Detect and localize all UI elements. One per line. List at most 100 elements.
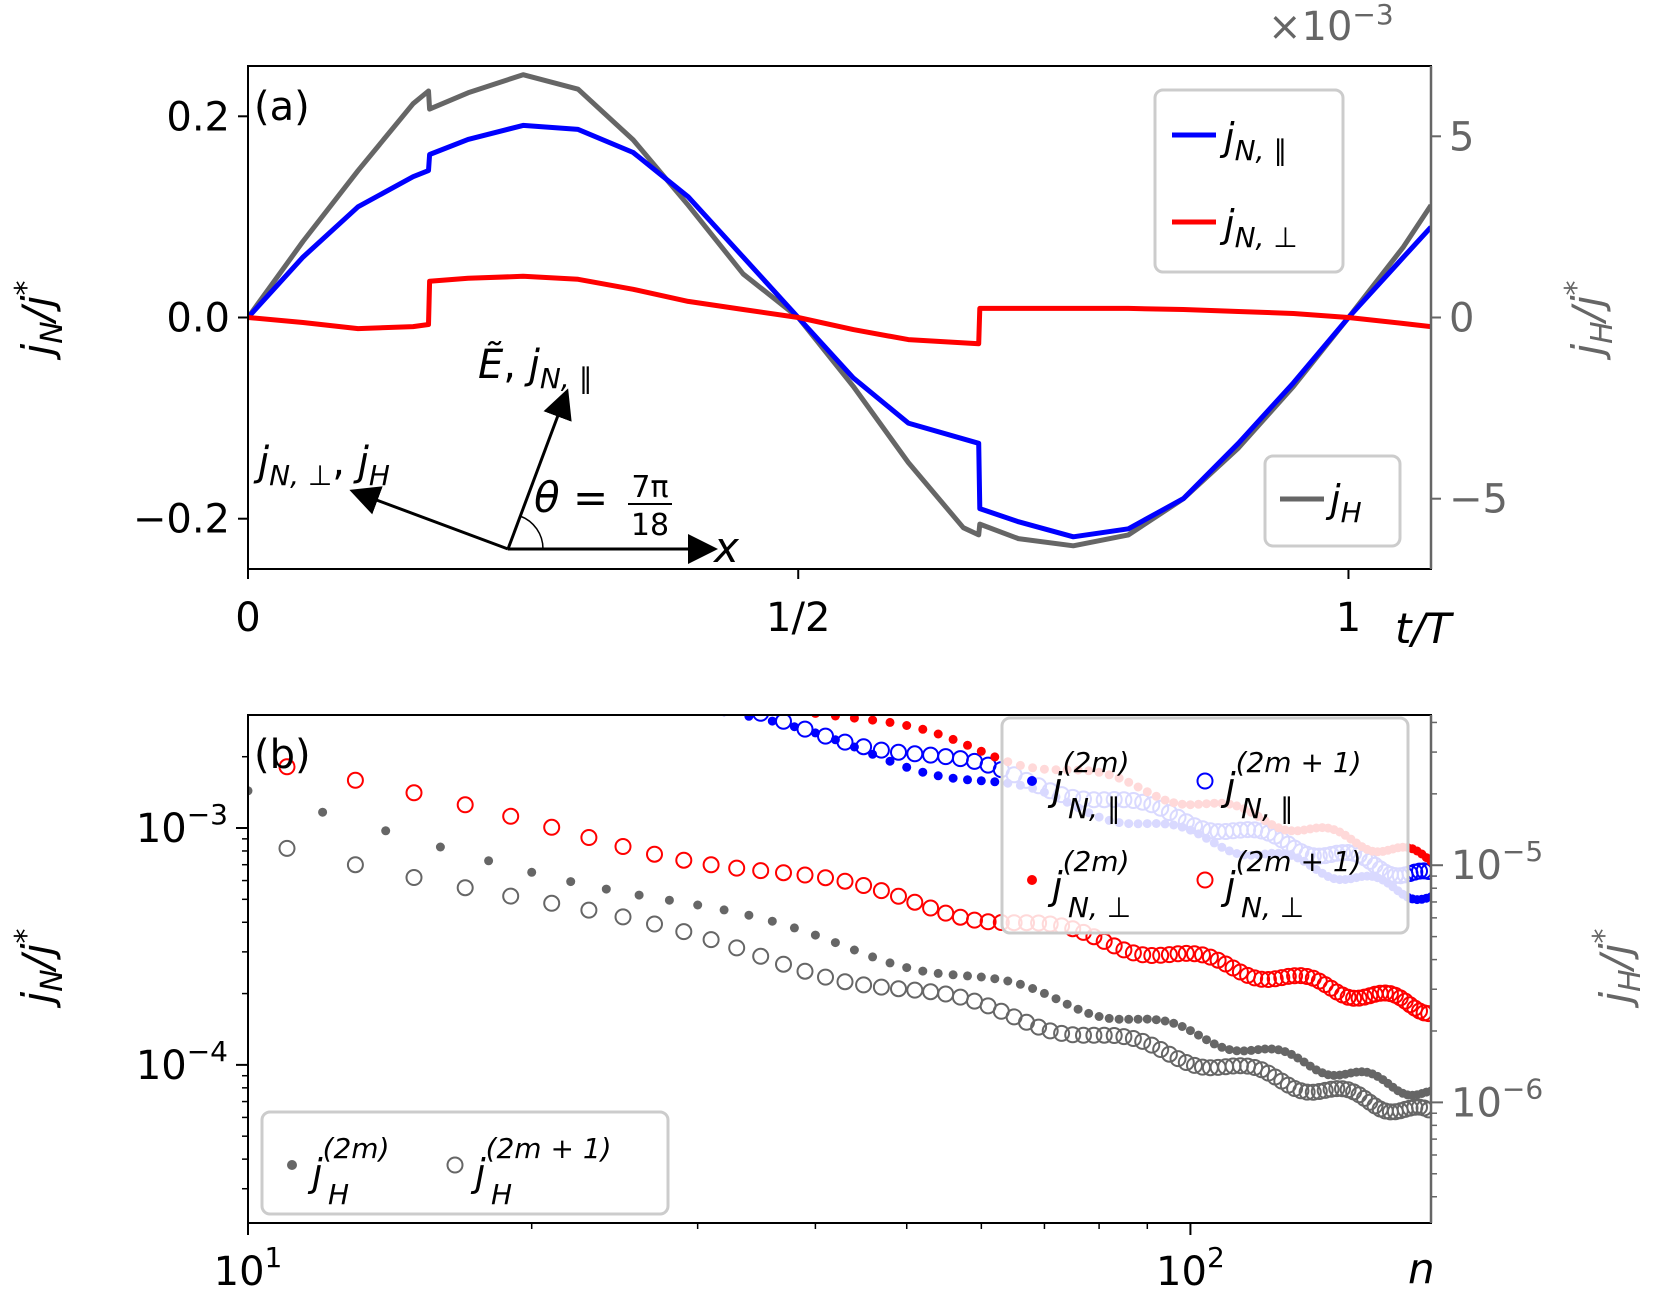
legend-marker-jh-odd: [446, 1156, 464, 1174]
data-point-4-51: [1232, 1046, 1242, 1056]
data-point-4-43: [1169, 1018, 1179, 1028]
data-point-3-4: [502, 807, 520, 825]
data-point-0-9: [665, 698, 674, 707]
data-point-5-45: [1186, 1056, 1203, 1074]
data-point-3-0: [278, 758, 296, 776]
data-point-5-0: [278, 839, 296, 857]
data-point-4-46: [1194, 1030, 1203, 1040]
data-point-4-10: [693, 900, 703, 910]
data-point-5-15: [817, 968, 834, 986]
data-point-2-2: [381, 599, 390, 608]
b-xtick-label-1: 102: [1156, 1241, 1225, 1295]
data-point-1-14: [796, 720, 814, 738]
inset-perp-arrow: [349, 486, 509, 551]
data-point-5-62: [1304, 1083, 1322, 1101]
data-point-2-8: [635, 658, 644, 667]
data-point-3-69: [1345, 989, 1363, 1007]
data-point-5-40: [1143, 1036, 1161, 1054]
data-point-4-35: [1094, 1012, 1104, 1021]
data-point-5-21: [922, 983, 940, 1001]
data-point-5-44: [1177, 1054, 1195, 1071]
data-point-0-8: [635, 693, 644, 702]
data-point-3-11: [728, 859, 746, 877]
data-point-3-16: [836, 872, 854, 890]
data-point-3-12: [752, 862, 770, 880]
a-ytick-left-label-0: 0.2: [166, 94, 230, 140]
data-point-1-15: [817, 727, 834, 745]
data-point-1-16: [836, 733, 854, 751]
data-point-5-4: [502, 887, 520, 905]
data-point-0-0: [244, 582, 253, 591]
b-ytick-left-label-1: 10−4: [136, 1035, 228, 1089]
panel-a-legend-jh-box: [1263, 454, 1402, 548]
data-point-4-49: [1217, 1042, 1227, 1052]
data-point-4-32: [1062, 999, 1072, 1009]
data-point-4-37: [1114, 1014, 1124, 1024]
legend-marker-jh-even: [287, 1160, 297, 1170]
inset-field-arrow: [506, 388, 572, 550]
inset-x-label: x: [712, 523, 740, 572]
data-point-5-66: [1328, 1080, 1346, 1098]
data-point-2-19: [885, 717, 895, 727]
legend-marker-jn-par-odd: [1196, 772, 1214, 790]
data-point-2-24: [963, 740, 972, 750]
a-ytick-left-label-2: −0.2: [133, 497, 230, 543]
data-point-4-11: [719, 905, 729, 915]
data-point-4-27: [1003, 976, 1013, 986]
data-point-0-1: [318, 602, 327, 611]
data-point-2-18: [868, 715, 878, 725]
panel-a-ticks: 0 1/2 1 0.2 0.0 −0.2 5 0 −5: [133, 94, 1508, 641]
data-point-0-4: [484, 653, 493, 662]
data-point-0-12: [744, 715, 754, 721]
inset-perp-label: jN, ⊥, jH: [253, 439, 390, 492]
data-point-0-22: [933, 771, 943, 781]
data-point-3-21: [922, 899, 940, 917]
data-point-4-55: [1260, 1044, 1270, 1054]
data-point-5-38: [1124, 1030, 1142, 1047]
data-point-0-5: [527, 666, 536, 675]
data-point-0-19: [885, 756, 895, 766]
data-point-0-13: [767, 716, 777, 726]
data-point-2-3: [436, 610, 445, 619]
panel-b-xlabel: n: [1408, 1244, 1435, 1293]
data-point-4-50: [1224, 1045, 1234, 1055]
data-point-0-26: [990, 777, 1000, 787]
data-point-1-0: [280, 598, 295, 613]
data-point-1-19: [890, 743, 907, 761]
data-point-5-65: [1322, 1080, 1340, 1098]
data-point-1-18: [872, 741, 890, 759]
data-point-5-41: [1152, 1041, 1170, 1058]
data-point-4-24: [963, 971, 972, 981]
series-points-3: [278, 758, 1431, 1023]
data-point-5-7: [614, 908, 632, 926]
data-point-0-2: [381, 621, 390, 630]
panel-a-xlabel: t/T: [1395, 604, 1455, 653]
data-point-5-64: [1316, 1081, 1334, 1099]
data-point-0-7: [602, 685, 611, 694]
data-point-0-6: [566, 677, 575, 686]
data-point-4-25: [976, 972, 986, 982]
data-point-3-7: [614, 838, 632, 855]
data-point-3-37: [1115, 941, 1133, 959]
data-point-1-9: [676, 683, 691, 698]
data-point-3-8: [646, 845, 663, 863]
data-point-5-13: [775, 955, 792, 973]
data-point-5-22: [937, 985, 955, 1003]
data-point-1-21: [922, 746, 940, 764]
data-point-3-46: [1194, 946, 1211, 964]
data-point-3-47: [1201, 948, 1219, 966]
data-point-4-34: [1084, 1008, 1094, 1018]
data-point-3-75: [1376, 984, 1394, 1002]
data-point-3-36: [1105, 937, 1123, 955]
data-point-3-17: [855, 877, 873, 894]
data-point-3-5: [543, 818, 561, 836]
a-ytick-right-label-0: 5: [1449, 114, 1474, 160]
data-point-5-14: [796, 962, 814, 980]
data-point-2-9: [665, 668, 674, 677]
a-xtick-label-0: 0: [235, 595, 260, 641]
data-point-3-6: [580, 829, 598, 846]
data-point-4-28: [1015, 979, 1025, 989]
data-point-4-14: [789, 923, 799, 933]
data-point-4-15: [810, 930, 820, 940]
inset-theta-numerator: 7π: [631, 470, 668, 505]
